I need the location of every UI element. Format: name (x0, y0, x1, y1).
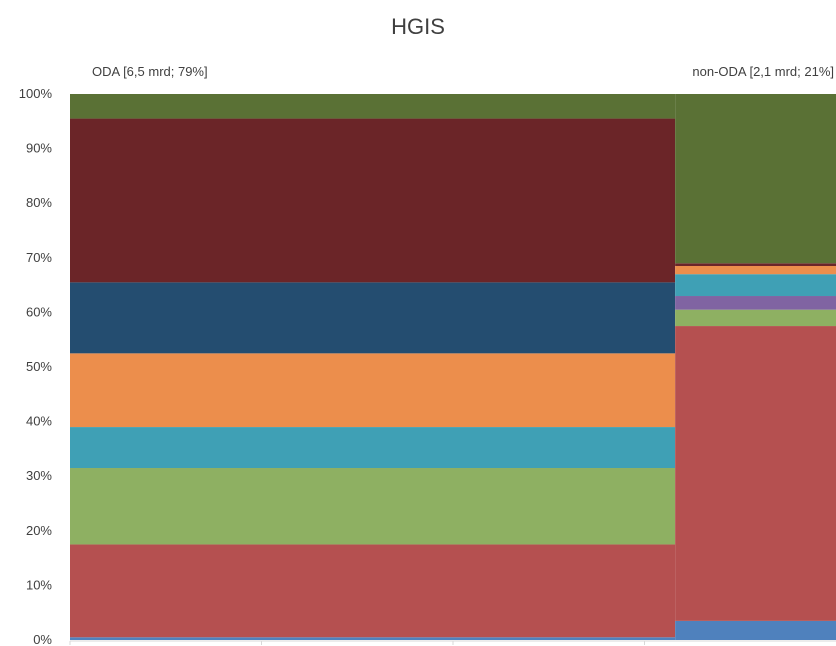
y-tick-label: 90% (26, 141, 52, 156)
y-tick-label: 20% (26, 523, 52, 538)
bar-segment (675, 265, 836, 275)
y-tick-label: 40% (26, 414, 52, 429)
bar-segment (70, 468, 676, 545)
y-axis: 0% 10% 20% 30% 40% 50% 60% 70% 80% 90% 100% (19, 86, 836, 646)
y-tick-label: 60% (26, 304, 52, 319)
bar-segment (70, 353, 676, 428)
bar-segment (70, 427, 676, 469)
bar-segment (70, 118, 676, 283)
bar-segment (675, 94, 836, 264)
bar-segment (675, 309, 836, 327)
column-labels: ODA [6,5 mrd; 79%] non-ODA [2,1 mrd; 21%] (92, 64, 834, 79)
bar-segment (675, 620, 836, 640)
bar-segment (675, 296, 836, 310)
bar-segment (70, 282, 676, 354)
y-tick-label: 100% (19, 86, 53, 101)
bar-segment (70, 544, 676, 638)
y-tick-label: 80% (26, 195, 52, 210)
bar-segment (675, 263, 836, 266)
y-tick-label: 50% (26, 359, 52, 374)
bars-group (70, 94, 836, 640)
y-tick-label: 0% (33, 632, 52, 646)
y-tick-label: 70% (26, 250, 52, 265)
bar-segment (675, 274, 836, 297)
bar-segment (70, 637, 676, 640)
y-tick-label: 10% (26, 577, 52, 592)
bar-segment (675, 326, 836, 621)
column-label: ODA [6,5 mrd; 79%] (92, 64, 208, 79)
bar-segment (70, 94, 676, 119)
chart-title: HGIS (391, 14, 445, 39)
y-tick-label: 30% (26, 468, 52, 483)
column-label: non-ODA [2,1 mrd; 21%] (692, 64, 834, 79)
